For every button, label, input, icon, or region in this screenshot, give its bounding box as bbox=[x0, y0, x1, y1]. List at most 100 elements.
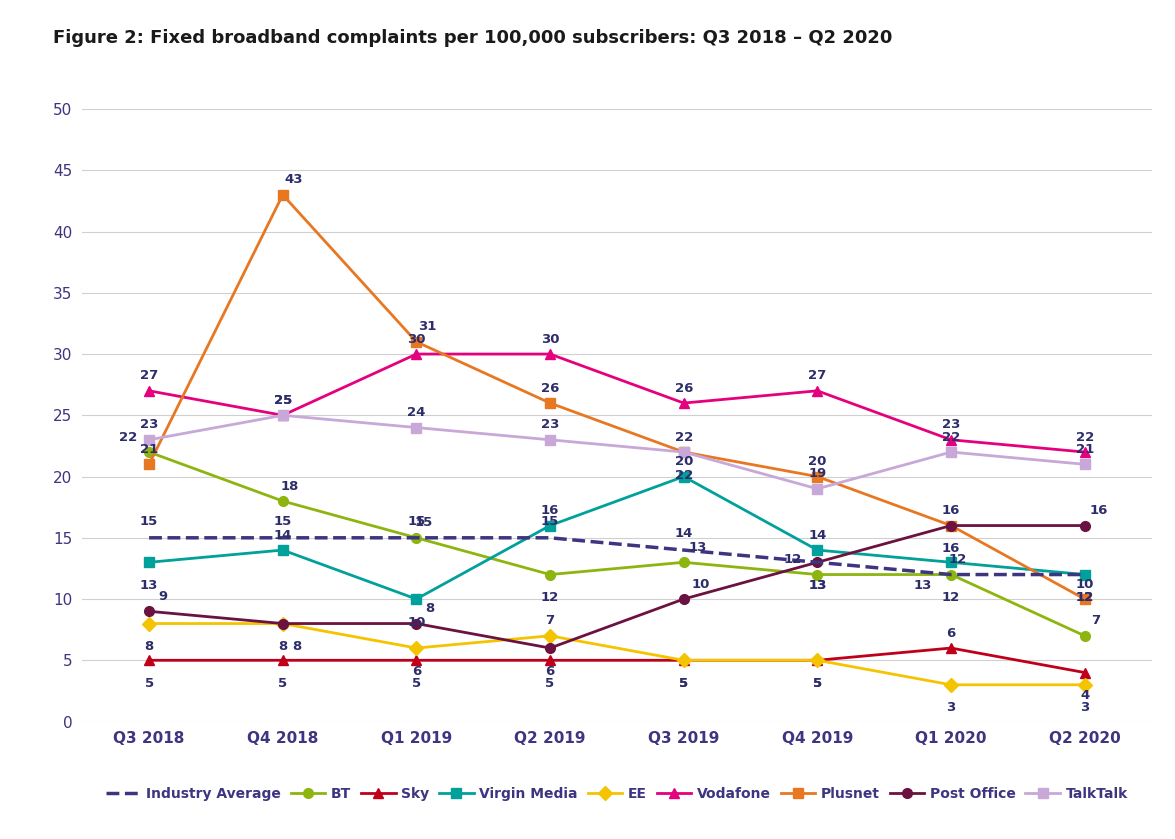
Post Office bbox=[142, 607, 156, 617]
Sky bbox=[276, 655, 290, 665]
Industry Average bbox=[677, 545, 691, 555]
Text: 23: 23 bbox=[942, 419, 960, 431]
BT bbox=[409, 533, 423, 543]
Text: 7: 7 bbox=[545, 614, 555, 628]
EE bbox=[543, 631, 557, 641]
Plusnet bbox=[276, 190, 290, 200]
Text: Figure 2: Fixed broadband complaints per 100,000 subscribers: Q3 2018 – Q2 2020: Figure 2: Fixed broadband complaints per… bbox=[53, 29, 892, 47]
Text: 5: 5 bbox=[411, 677, 421, 690]
Line: BT: BT bbox=[145, 447, 1089, 641]
Text: 20: 20 bbox=[808, 456, 826, 468]
Industry Average bbox=[944, 570, 958, 580]
Sky bbox=[409, 655, 423, 665]
Text: 13: 13 bbox=[689, 541, 707, 554]
TalkTalk bbox=[811, 484, 825, 494]
Plusnet bbox=[142, 459, 156, 469]
EE bbox=[409, 643, 423, 653]
Text: 14: 14 bbox=[274, 529, 291, 542]
Text: 5: 5 bbox=[145, 677, 154, 690]
BT bbox=[276, 496, 290, 506]
Text: 13: 13 bbox=[914, 579, 933, 592]
Text: 22: 22 bbox=[674, 430, 693, 444]
EE bbox=[944, 680, 958, 690]
Text: 22: 22 bbox=[1075, 430, 1094, 444]
Vodafone bbox=[276, 410, 290, 420]
Text: 27: 27 bbox=[140, 369, 159, 383]
Text: 6: 6 bbox=[545, 664, 555, 678]
Text: 5: 5 bbox=[278, 677, 288, 690]
Text: 12: 12 bbox=[1075, 591, 1094, 604]
Text: 13: 13 bbox=[808, 579, 826, 592]
Text: 15: 15 bbox=[140, 515, 159, 528]
Text: 5: 5 bbox=[813, 677, 822, 690]
Text: 16: 16 bbox=[942, 542, 960, 555]
Line: EE: EE bbox=[145, 618, 1089, 690]
Text: 26: 26 bbox=[674, 382, 693, 394]
Post Office bbox=[1077, 520, 1092, 530]
Industry Average bbox=[276, 533, 290, 543]
Vodafone bbox=[811, 386, 825, 396]
Text: 15: 15 bbox=[540, 515, 559, 528]
Text: 5: 5 bbox=[679, 677, 689, 690]
Post Office bbox=[811, 557, 825, 567]
Text: 8: 8 bbox=[145, 640, 154, 654]
Virgin Media bbox=[1077, 570, 1092, 580]
Text: 16: 16 bbox=[540, 504, 559, 517]
Line: Plusnet: Plusnet bbox=[145, 190, 1089, 604]
Virgin Media bbox=[811, 545, 825, 555]
Text: 8: 8 bbox=[293, 640, 301, 654]
Plusnet bbox=[409, 336, 423, 347]
Industry Average bbox=[409, 533, 423, 543]
Text: 13: 13 bbox=[140, 579, 159, 592]
BT bbox=[1077, 631, 1092, 641]
Text: 23: 23 bbox=[540, 419, 559, 431]
BT bbox=[142, 447, 156, 457]
Sky bbox=[543, 655, 557, 665]
TalkTalk bbox=[543, 435, 557, 445]
Text: 13: 13 bbox=[808, 579, 826, 592]
Text: 6: 6 bbox=[946, 627, 955, 639]
Post Office bbox=[944, 520, 958, 530]
BT bbox=[677, 557, 691, 567]
Text: 12: 12 bbox=[540, 591, 559, 604]
Text: 30: 30 bbox=[540, 333, 559, 346]
Text: 10: 10 bbox=[1075, 578, 1094, 591]
EE bbox=[276, 618, 290, 628]
Text: 3: 3 bbox=[1080, 701, 1089, 715]
BT bbox=[543, 570, 557, 580]
EE bbox=[677, 655, 691, 665]
Text: 12: 12 bbox=[942, 591, 960, 604]
Plusnet bbox=[543, 398, 557, 408]
Text: 16: 16 bbox=[1089, 504, 1108, 517]
Text: 15: 15 bbox=[274, 515, 291, 528]
Text: 14: 14 bbox=[808, 529, 826, 542]
Industry Average bbox=[142, 533, 156, 543]
Post Office bbox=[677, 594, 691, 604]
Text: 27: 27 bbox=[808, 369, 826, 383]
Virgin Media bbox=[142, 557, 156, 567]
Virgin Media bbox=[944, 557, 958, 567]
Sky bbox=[944, 643, 958, 653]
Virgin Media bbox=[543, 520, 557, 530]
Vodafone bbox=[409, 349, 423, 359]
Line: Post Office: Post Office bbox=[145, 521, 1089, 653]
TalkTalk bbox=[142, 435, 156, 445]
Text: 15: 15 bbox=[415, 517, 432, 529]
Text: 22: 22 bbox=[942, 430, 960, 444]
Text: 31: 31 bbox=[418, 320, 437, 333]
TalkTalk bbox=[1077, 459, 1092, 469]
Sky bbox=[677, 655, 691, 665]
Text: 25: 25 bbox=[274, 394, 291, 407]
Sky bbox=[1077, 668, 1092, 678]
Virgin Media bbox=[409, 594, 423, 604]
Line: TalkTalk: TalkTalk bbox=[145, 410, 1089, 493]
Post Office bbox=[409, 618, 423, 628]
Text: 8: 8 bbox=[425, 602, 435, 615]
Vodafone bbox=[677, 398, 691, 408]
Text: 24: 24 bbox=[408, 406, 425, 420]
Text: 8: 8 bbox=[278, 640, 288, 654]
Industry Average bbox=[543, 533, 557, 543]
Text: 21: 21 bbox=[1075, 443, 1094, 456]
TalkTalk bbox=[677, 447, 691, 457]
Text: 5: 5 bbox=[813, 677, 822, 690]
